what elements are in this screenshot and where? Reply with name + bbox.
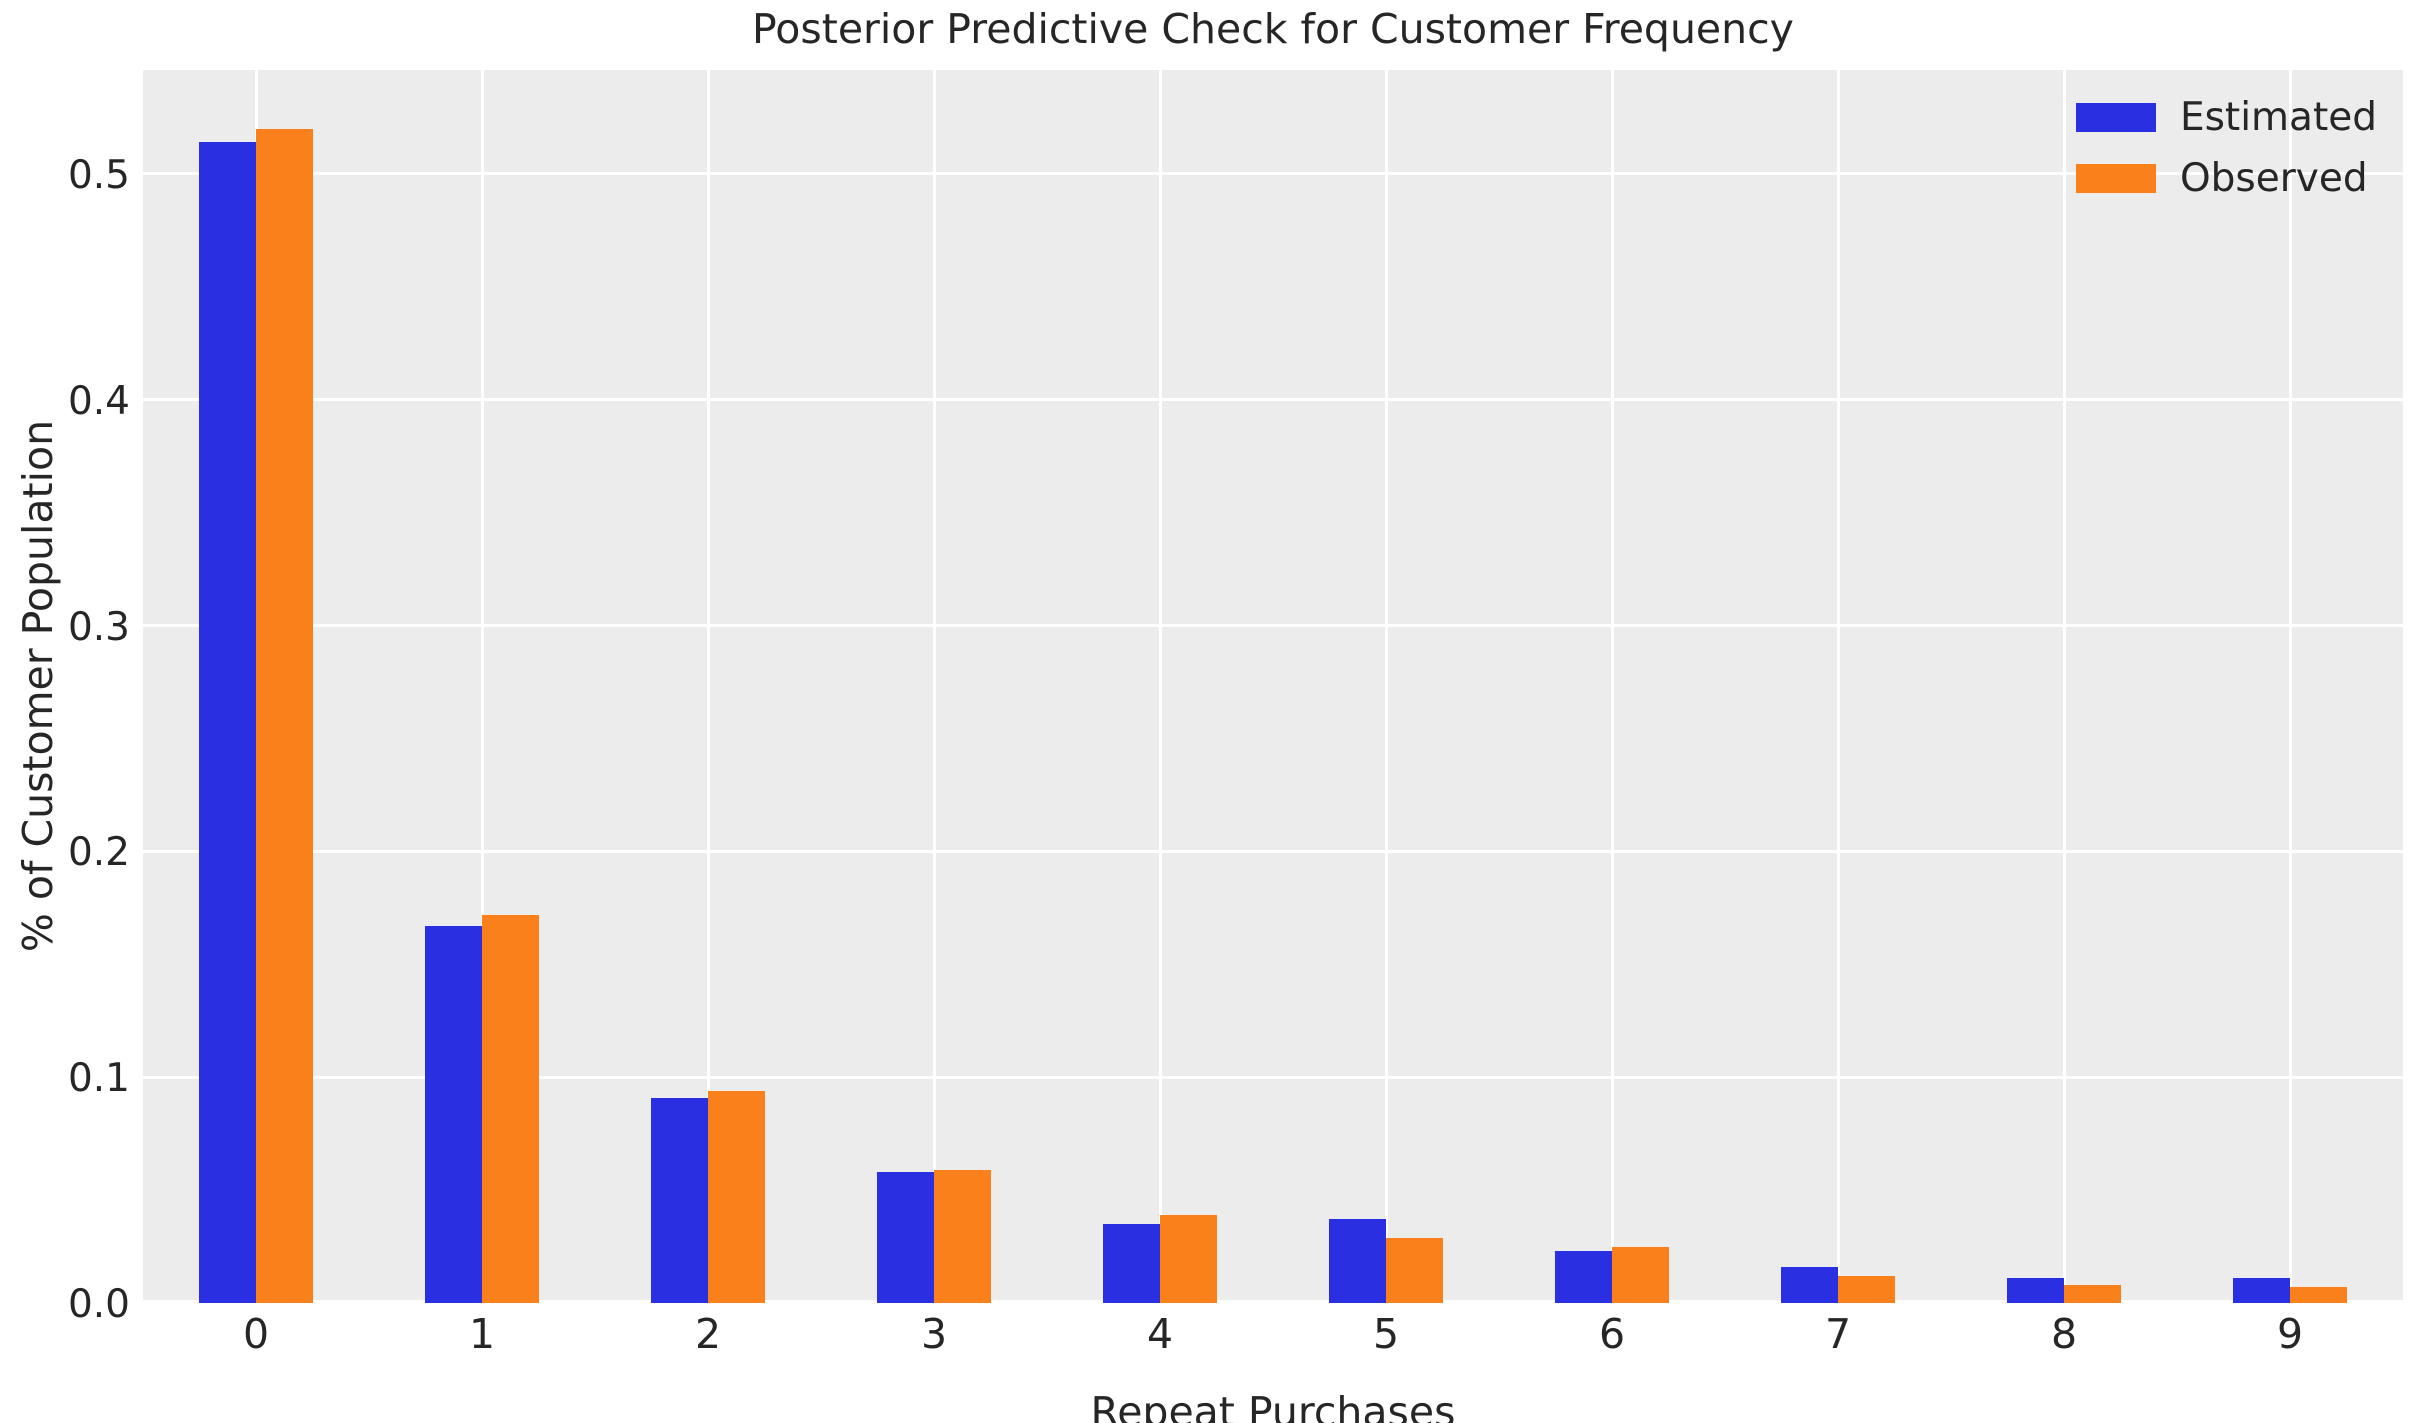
gridline-y-0.5 xyxy=(143,172,2403,176)
x-tick-label-4: 4 xyxy=(1146,1310,1174,1358)
gridline-y-0.4 xyxy=(143,398,2403,402)
bar-estimated-8 xyxy=(2007,1278,2064,1303)
gridline-x-4 xyxy=(1158,70,1162,1303)
legend: Estimated Observed xyxy=(2075,95,2377,201)
legend-swatch-observed-icon xyxy=(2075,164,2156,193)
bar-observed-4 xyxy=(1160,1214,1217,1303)
y-tick-label-0.5: 0.5 xyxy=(67,152,130,198)
gridline-x-7 xyxy=(1836,70,1840,1303)
legend-label-observed: Observed xyxy=(2179,156,2368,201)
x-tick-label-2: 2 xyxy=(694,1310,722,1358)
x-tick-label-8: 8 xyxy=(2050,1310,2078,1358)
bar-estimated-5 xyxy=(1329,1219,1386,1303)
x-tick-label-3: 3 xyxy=(920,1310,948,1358)
y-tick-label-0.4: 0.4 xyxy=(67,378,130,424)
bar-estimated-9 xyxy=(2233,1278,2290,1303)
gridline-x-5 xyxy=(1384,70,1388,1303)
x-tick-label-7: 7 xyxy=(1824,1310,1852,1358)
legend-label-estimated: Estimated xyxy=(2179,95,2377,140)
gridline-x-8 xyxy=(2062,70,2066,1303)
gridline-x-9 xyxy=(2288,70,2292,1303)
bar-observed-1 xyxy=(482,914,539,1303)
x-axis-label: Repeat Purchases xyxy=(1090,1388,1456,1423)
bar-observed-0 xyxy=(256,128,313,1303)
legend-swatch-estimated-icon xyxy=(2075,103,2156,132)
gridline-y-0.1 xyxy=(143,1075,2403,1079)
bar-estimated-7 xyxy=(1781,1266,1838,1303)
gridline-y-0.2 xyxy=(143,849,2403,853)
legend-item-estimated: Estimated xyxy=(2075,95,2377,140)
legend-item-observed: Observed xyxy=(2075,156,2377,201)
y-tick-label-0.2: 0.2 xyxy=(67,830,130,876)
gridline-y-0.0 xyxy=(143,1300,2403,1303)
bar-estimated-6 xyxy=(1555,1251,1612,1303)
bar-observed-7 xyxy=(1838,1275,1895,1303)
x-tick-label-1: 1 xyxy=(468,1310,496,1358)
plot-area xyxy=(143,70,2403,1303)
bar-observed-6 xyxy=(1612,1246,1669,1303)
gridline-x-6 xyxy=(1610,70,1614,1303)
x-tick-label-0: 0 xyxy=(242,1310,270,1358)
bar-observed-2 xyxy=(708,1090,765,1303)
x-tick-label-6: 6 xyxy=(1598,1310,1626,1358)
gridline-x-3 xyxy=(932,70,936,1303)
bar-estimated-4 xyxy=(1103,1223,1160,1303)
x-tick-label-5: 5 xyxy=(1372,1310,1400,1358)
y-tick-label-0.3: 0.3 xyxy=(67,604,130,650)
y-tick-label-0.0: 0.0 xyxy=(67,1282,130,1327)
bar-observed-9 xyxy=(2290,1287,2347,1303)
bar-observed-8 xyxy=(2064,1284,2121,1303)
gridline-x-2 xyxy=(706,70,710,1303)
x-tick-label-9: 9 xyxy=(2276,1310,2304,1358)
bar-observed-5 xyxy=(1386,1237,1443,1303)
gridline-y-0.3 xyxy=(143,624,2403,628)
chart-title: Posterior Predictive Check for Customer … xyxy=(752,5,1794,53)
bar-estimated-2 xyxy=(651,1097,708,1303)
bar-observed-3 xyxy=(934,1169,991,1303)
bar-estimated-1 xyxy=(425,925,482,1303)
y-tick-label-0.1: 0.1 xyxy=(67,1056,130,1102)
gridline-x-1 xyxy=(480,70,484,1303)
bar-estimated-3 xyxy=(877,1172,934,1303)
bar-estimated-0 xyxy=(199,142,256,1303)
